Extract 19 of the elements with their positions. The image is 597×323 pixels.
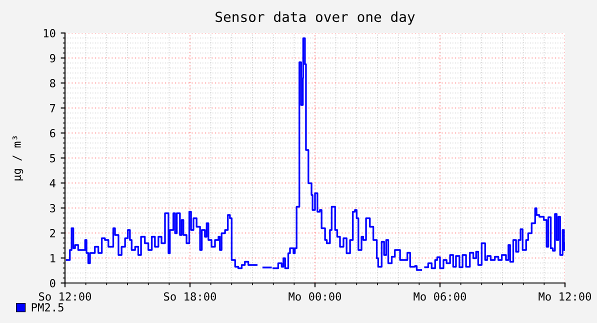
legend-label: PM2.5: [32, 303, 64, 312]
y-tick-label: 7: [50, 104, 56, 112]
y-tick-label: 9: [50, 54, 56, 62]
x-tick-label: Mo 06:00: [414, 292, 466, 301]
y-tick-label: 1: [50, 254, 56, 262]
y-tick-label: 10: [44, 29, 56, 38]
y-tick-label: 6: [50, 129, 56, 138]
x-tick-label: Mo 00:00: [288, 292, 342, 301]
y-tick-label: 0: [50, 279, 56, 288]
y-axis-title: µg / m³: [12, 136, 24, 180]
y-tick-label: 8: [50, 79, 56, 88]
y-tick-label: 4: [50, 179, 56, 188]
x-tick-label: Mo 12:00: [538, 292, 592, 301]
y-tick-label: 3: [50, 204, 56, 212]
x-tick-label: So 12:00: [38, 292, 92, 301]
y-tick-label: 2: [50, 229, 56, 238]
x-tick-label: So 18:00: [164, 292, 216, 301]
chart-title: Sensor data over one day: [216, 11, 415, 25]
y-tick-label: 5: [50, 154, 56, 162]
